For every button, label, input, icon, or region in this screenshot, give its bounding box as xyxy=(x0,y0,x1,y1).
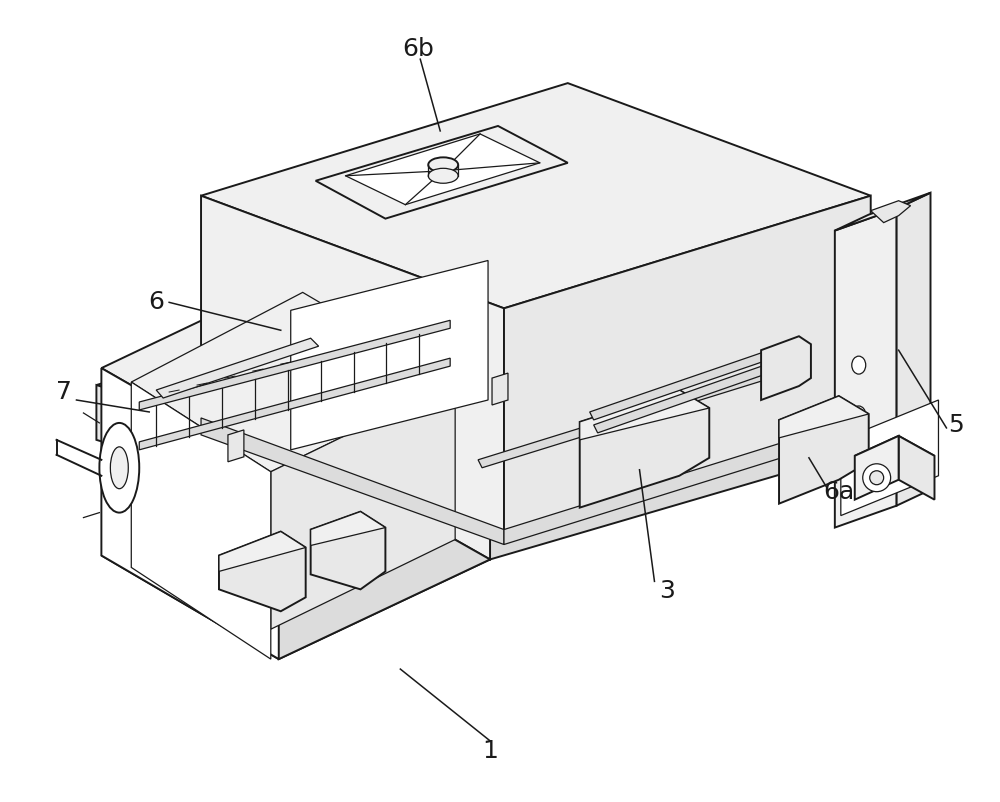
Polygon shape xyxy=(101,368,279,659)
Polygon shape xyxy=(291,261,488,450)
Polygon shape xyxy=(219,532,306,571)
Polygon shape xyxy=(580,390,709,439)
Polygon shape xyxy=(580,390,709,508)
Polygon shape xyxy=(131,382,271,659)
Polygon shape xyxy=(101,458,490,659)
Text: 5: 5 xyxy=(949,413,964,437)
Polygon shape xyxy=(101,269,490,470)
Polygon shape xyxy=(855,435,934,476)
Polygon shape xyxy=(131,293,455,472)
Ellipse shape xyxy=(428,168,458,183)
Text: 3: 3 xyxy=(659,579,675,603)
Polygon shape xyxy=(835,192,931,231)
Polygon shape xyxy=(871,200,911,223)
Text: 6a: 6a xyxy=(823,480,854,504)
Ellipse shape xyxy=(428,157,458,172)
Polygon shape xyxy=(779,396,869,504)
Polygon shape xyxy=(779,396,869,438)
Polygon shape xyxy=(490,385,899,560)
Polygon shape xyxy=(139,320,450,410)
Polygon shape xyxy=(316,126,568,219)
Polygon shape xyxy=(590,350,773,420)
Polygon shape xyxy=(594,363,777,433)
Polygon shape xyxy=(96,265,899,504)
Polygon shape xyxy=(346,134,540,205)
Polygon shape xyxy=(478,370,771,468)
Polygon shape xyxy=(859,417,875,449)
Polygon shape xyxy=(899,435,934,500)
Polygon shape xyxy=(96,385,490,560)
Polygon shape xyxy=(139,358,450,450)
Ellipse shape xyxy=(852,406,866,424)
Text: 6b: 6b xyxy=(402,37,434,61)
Polygon shape xyxy=(201,196,504,533)
Polygon shape xyxy=(841,400,938,516)
Polygon shape xyxy=(897,192,931,505)
Polygon shape xyxy=(219,532,306,611)
Polygon shape xyxy=(504,415,871,545)
Polygon shape xyxy=(504,196,871,533)
Polygon shape xyxy=(201,83,871,308)
Text: 7: 7 xyxy=(56,380,71,404)
Polygon shape xyxy=(279,370,490,659)
Polygon shape xyxy=(311,269,490,560)
Ellipse shape xyxy=(863,464,891,492)
Polygon shape xyxy=(156,338,319,398)
Ellipse shape xyxy=(110,447,128,488)
Polygon shape xyxy=(761,336,811,400)
Polygon shape xyxy=(492,373,508,405)
Polygon shape xyxy=(271,382,455,630)
Text: 1: 1 xyxy=(482,739,498,763)
Ellipse shape xyxy=(852,356,866,374)
Polygon shape xyxy=(855,435,899,500)
Polygon shape xyxy=(311,512,385,589)
Polygon shape xyxy=(835,209,897,528)
Text: 6: 6 xyxy=(148,290,164,314)
Polygon shape xyxy=(228,430,244,462)
Ellipse shape xyxy=(99,423,139,512)
Ellipse shape xyxy=(870,471,884,484)
Polygon shape xyxy=(201,418,504,545)
Polygon shape xyxy=(311,512,385,545)
